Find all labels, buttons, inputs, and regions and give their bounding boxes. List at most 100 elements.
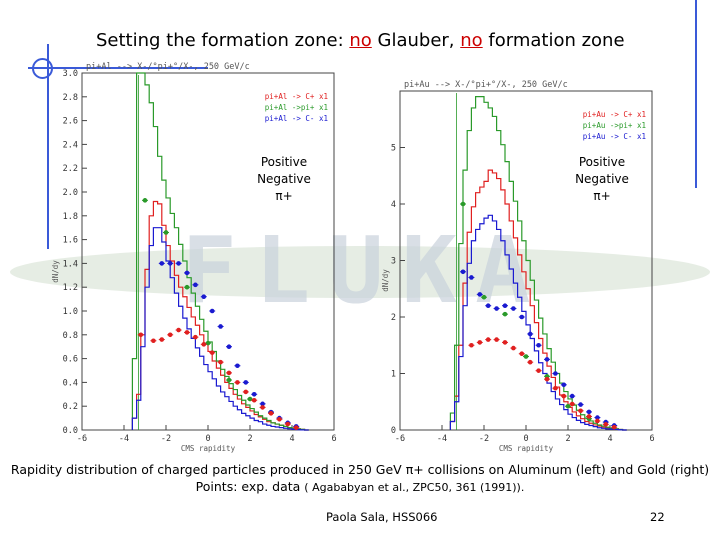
data-point [519, 351, 525, 357]
data-point [243, 389, 249, 395]
data-point [469, 342, 474, 348]
data-point [260, 405, 265, 410]
y-axis-label: dN/dy [381, 269, 390, 292]
y-tick-label: 4 [391, 200, 396, 210]
x-tick-label: -2 [161, 434, 171, 444]
title-emph-no: no [349, 30, 372, 51]
title-part: Setting the formation zone: [96, 30, 350, 51]
data-point [226, 344, 232, 350]
plot-area: pi+Al --> X-/°pi+°/X-, 250 GeV/c 0.0 0.2 0.… [51, 62, 337, 453]
overlay-legend-left: Positive Negative π+ [248, 154, 320, 205]
series-line [449, 214, 627, 431]
data-point [218, 324, 223, 329]
y-tick-label: 0.4 [63, 378, 78, 388]
caption-line-1: Rapidity distribution of charged particl… [10, 462, 710, 477]
data-point [477, 292, 483, 297]
data-point [235, 380, 240, 385]
data-point [460, 269, 466, 275]
data-point [184, 270, 190, 276]
page-number: 22 [650, 510, 665, 524]
slide-frame-horizontal-top [28, 67, 208, 69]
data-point [502, 340, 508, 345]
data-point [511, 345, 516, 351]
data-point [536, 342, 541, 348]
x-tick-label: -2 [479, 434, 489, 444]
caption-points: Points: exp. data [195, 479, 301, 494]
x-tick-label: -4 [119, 434, 129, 444]
x-tick-label: -6 [77, 434, 87, 444]
data-point [595, 418, 600, 424]
data-point [502, 311, 508, 317]
y-tick-label: 1.2 [63, 283, 78, 293]
title-emph-no: no [460, 30, 483, 51]
x-tick-label: 6 [649, 434, 654, 444]
data-point [176, 261, 181, 266]
data-point [494, 337, 499, 342]
data-point [611, 424, 617, 430]
x-axis-label: CMS rapidity [181, 444, 236, 453]
y-tick-label: 1.6 [63, 236, 78, 246]
legend-entry: pi+Au -> C- x1 [583, 132, 646, 141]
y-tick-label: 1.4 [63, 259, 78, 269]
data-point [523, 354, 529, 359]
data-point [519, 314, 525, 320]
legend-pion: π+ [275, 189, 293, 203]
chart-title: pi+Al --> X-/°pi+°/X-, 250 GeV/c [86, 62, 250, 72]
x-tick-label: -6 [395, 434, 405, 444]
series-line [131, 227, 309, 431]
data-point [167, 261, 173, 266]
data-point [569, 401, 575, 407]
data-point [485, 303, 491, 309]
y-tick-label: 2.2 [63, 164, 78, 174]
y-tick-label: 2 [391, 313, 396, 323]
legend-entry: pi+Au -> C+ x1 [583, 110, 646, 119]
title-part: formation zone [482, 30, 625, 51]
slide-frame-ring [32, 58, 53, 79]
y-tick-label: 2.8 [63, 93, 78, 103]
y-tick-label: 2.4 [63, 140, 78, 150]
data-point [251, 392, 257, 397]
x-tick-label: 4 [607, 434, 612, 444]
data-point [477, 340, 483, 345]
data-point [586, 409, 592, 415]
data-point [193, 282, 198, 288]
data-point [205, 340, 211, 346]
legend-positive: Positive [260, 155, 308, 169]
legend-entry: pi+Al -> C- x1 [265, 114, 328, 123]
slide-frame-vertical-left [47, 44, 49, 249]
y-tick-label: 0.6 [63, 355, 78, 365]
x-tick-label: 0 [523, 434, 528, 444]
title-part: Glauber, [371, 30, 461, 51]
data-point [511, 306, 516, 311]
data-point [235, 363, 240, 369]
figure-caption: Rapidity distribution of charged particl… [0, 461, 720, 496]
y-axis-label: dN/dy [51, 260, 60, 283]
x-tick-label: 6 [331, 434, 336, 444]
data-point [527, 331, 533, 337]
data-point [218, 359, 223, 365]
legend-pion: π+ [593, 189, 611, 203]
legend-entry: pi+Al ->pi+ x1 [265, 103, 328, 112]
plot-area: pi+Au --> X-/°pi+°/X-, 250 GeV/c 0 1 2 3 4 5 -6… [381, 80, 655, 453]
data-point [167, 332, 173, 338]
data-point [138, 332, 144, 338]
legend-negative: Negative [257, 172, 311, 186]
watermark-text: FLUKA [182, 217, 549, 324]
y-tick-label: 5 [391, 144, 396, 154]
x-tick-label: 4 [289, 434, 294, 444]
data-point [502, 303, 508, 309]
data-point [578, 402, 583, 407]
data-point [184, 284, 190, 290]
data-point [184, 330, 190, 335]
y-tick-label: 1.8 [63, 212, 78, 222]
y-tick-label: 2.6 [63, 117, 78, 127]
legend-positive: Positive [578, 155, 626, 169]
x-axis-label: CMS rapidity [499, 444, 554, 453]
data-point [209, 308, 215, 314]
data-point [285, 421, 291, 427]
data-point [494, 306, 499, 311]
y-tick-label: 1 [391, 370, 396, 380]
data-point [578, 408, 583, 414]
